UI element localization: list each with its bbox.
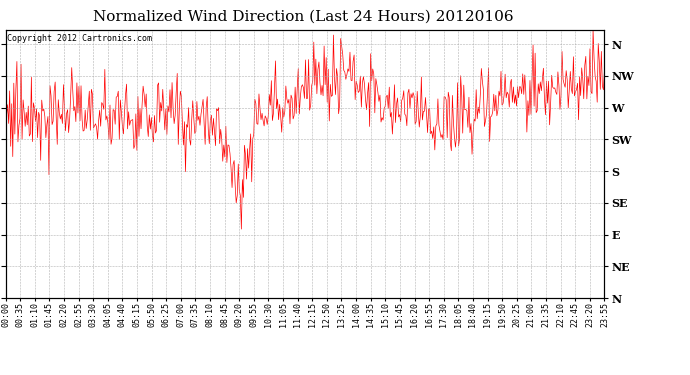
Text: Copyright 2012 Cartronics.com: Copyright 2012 Cartronics.com xyxy=(7,34,152,43)
Text: Normalized Wind Direction (Last 24 Hours) 20120106: Normalized Wind Direction (Last 24 Hours… xyxy=(93,9,514,23)
